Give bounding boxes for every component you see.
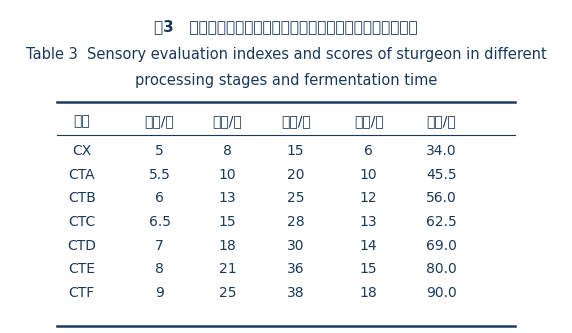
Text: 18: 18 xyxy=(219,239,237,253)
Text: CTF: CTF xyxy=(69,286,95,300)
Text: CX: CX xyxy=(72,144,92,158)
Text: 15: 15 xyxy=(219,215,236,229)
Text: 8: 8 xyxy=(223,144,232,158)
Text: 21: 21 xyxy=(219,262,236,276)
Text: 13: 13 xyxy=(360,215,378,229)
Text: 6.5: 6.5 xyxy=(149,215,170,229)
Text: 18: 18 xyxy=(360,286,378,300)
Text: 6: 6 xyxy=(364,144,373,158)
Text: CTA: CTA xyxy=(69,167,95,181)
Text: 样品: 样品 xyxy=(73,114,90,128)
Text: CTD: CTD xyxy=(67,239,96,253)
Text: 38: 38 xyxy=(287,286,304,300)
Text: 10: 10 xyxy=(219,167,236,181)
Text: 34.0: 34.0 xyxy=(426,144,457,158)
Text: 7: 7 xyxy=(155,239,164,253)
Text: 15: 15 xyxy=(287,144,304,158)
Text: 总分/分: 总分/分 xyxy=(427,114,456,128)
Text: 90.0: 90.0 xyxy=(426,286,457,300)
Text: 5: 5 xyxy=(155,144,164,158)
Text: 28: 28 xyxy=(287,215,304,229)
Text: processing stages and fermentation time: processing stages and fermentation time xyxy=(135,73,437,88)
Text: CTC: CTC xyxy=(68,215,96,229)
Text: 36: 36 xyxy=(287,262,304,276)
Text: 25: 25 xyxy=(219,286,236,300)
Text: 12: 12 xyxy=(360,191,378,205)
Text: 20: 20 xyxy=(287,167,304,181)
Text: 80.0: 80.0 xyxy=(426,262,457,276)
Text: 10: 10 xyxy=(360,167,378,181)
Text: 6: 6 xyxy=(155,191,164,205)
Text: 62.5: 62.5 xyxy=(426,215,457,229)
Text: 56.0: 56.0 xyxy=(426,191,457,205)
Text: 9: 9 xyxy=(155,286,164,300)
Text: CTE: CTE xyxy=(68,262,96,276)
Text: 13: 13 xyxy=(219,191,236,205)
Text: CTB: CTB xyxy=(68,191,96,205)
Text: 气味/分: 气味/分 xyxy=(213,114,243,128)
Text: 滋味/分: 滋味/分 xyxy=(281,114,311,128)
Text: 5.5: 5.5 xyxy=(149,167,170,181)
Text: 30: 30 xyxy=(287,239,304,253)
Text: 15: 15 xyxy=(360,262,378,276)
Text: 14: 14 xyxy=(360,239,378,253)
Text: 表3   不同处理阶段和不同发酵时间鲟鱼的感官评价指标及分值: 表3 不同处理阶段和不同发酵时间鲟鱼的感官评价指标及分值 xyxy=(154,19,418,34)
Text: 8: 8 xyxy=(155,262,164,276)
Text: Table 3  Sensory evaluation indexes and scores of sturgeon in different: Table 3 Sensory evaluation indexes and s… xyxy=(26,47,546,62)
Text: 45.5: 45.5 xyxy=(426,167,457,181)
Text: 质地/分: 质地/分 xyxy=(353,114,384,128)
Text: 色泽/分: 色泽/分 xyxy=(145,114,174,128)
Text: 69.0: 69.0 xyxy=(426,239,457,253)
Text: 25: 25 xyxy=(287,191,304,205)
